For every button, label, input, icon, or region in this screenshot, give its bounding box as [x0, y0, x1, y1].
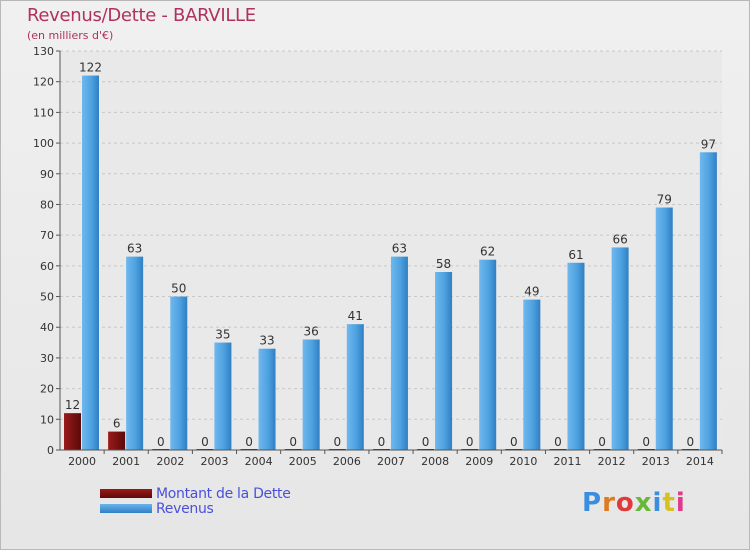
bar-debt [108, 431, 126, 450]
y-tick-label: 0 [47, 444, 54, 457]
data-label-debt: 0 [157, 435, 165, 449]
logo-letter: o [615, 488, 635, 518]
data-label-debt: 6 [113, 417, 121, 431]
y-tick-label: 110 [33, 106, 54, 119]
data-label-revenue: 79 [657, 193, 672, 207]
y-tick-label: 130 [33, 45, 54, 58]
data-label-debt: 0 [201, 435, 209, 449]
y-tick-label: 40 [40, 321, 54, 334]
bar-revenue [170, 296, 188, 450]
data-label-revenue: 66 [612, 232, 627, 246]
logo-letter: r [602, 488, 616, 518]
x-tick-label: 2011 [554, 455, 582, 468]
legend-item-debt: Montant de la Dette [100, 485, 291, 502]
data-label-revenue: 35 [215, 328, 230, 342]
bar-revenue [258, 348, 276, 450]
chart-legend: Montant de la Dette Revenus [100, 485, 291, 517]
bar-debt [64, 413, 81, 450]
y-tick-label: 70 [40, 229, 54, 242]
data-label-debt: 0 [687, 435, 695, 449]
bar-revenue [699, 152, 717, 451]
x-tick-label: 2002 [156, 455, 184, 468]
x-tick-label: 2005 [289, 455, 317, 468]
data-label-debt: 0 [378, 435, 386, 449]
bar-revenue [82, 75, 99, 451]
x-tick-label: 2012 [598, 455, 626, 468]
data-label-revenue: 122 [79, 61, 102, 75]
data-label-debt: 0 [422, 435, 430, 449]
data-label-debt: 0 [598, 435, 606, 449]
bar-revenue [435, 271, 453, 450]
bar-revenue [523, 299, 541, 450]
legend-swatch-debt [100, 489, 152, 498]
data-label-revenue: 36 [304, 325, 319, 339]
chart-title: Revenus/Dette - BARVILLE [27, 5, 256, 26]
chart-subtitle: (en milliers d'€) [27, 29, 114, 42]
x-tick-label: 2010 [509, 455, 537, 468]
y-tick-label: 100 [33, 137, 54, 150]
legend-item-revenue: Revenus [100, 500, 291, 517]
legend-label-debt: Montant de la Dette [156, 485, 291, 502]
bar-revenue [479, 259, 497, 450]
x-tick-label: 2001 [112, 455, 140, 468]
data-label-revenue: 50 [171, 282, 186, 296]
data-label-debt: 0 [466, 435, 474, 449]
y-tick-label: 120 [33, 76, 54, 89]
data-label-revenue: 49 [524, 285, 539, 299]
y-tick-label: 60 [40, 260, 54, 273]
y-tick-label: 80 [40, 198, 54, 211]
y-tick-label: 10 [40, 413, 54, 426]
data-label-debt: 12 [65, 398, 80, 412]
data-label-debt: 0 [289, 435, 297, 449]
bar-revenue [346, 324, 364, 450]
data-label-revenue: 97 [701, 137, 716, 151]
bar-revenue [214, 342, 232, 450]
bar-revenue [302, 339, 320, 450]
logo-letter: x [634, 488, 653, 518]
data-label-debt: 0 [642, 435, 650, 449]
y-tick-label: 90 [40, 168, 54, 181]
x-tick-label: 2014 [686, 455, 714, 468]
bar-revenue [567, 262, 585, 450]
y-tick-label: 50 [40, 291, 54, 304]
data-label-revenue: 58 [436, 257, 451, 271]
logo-letter: i [652, 488, 663, 518]
data-label-revenue: 41 [348, 309, 363, 323]
data-label-debt: 0 [245, 435, 253, 449]
logo-letter: t [662, 488, 676, 518]
bar-revenue [611, 247, 629, 450]
legend-label-revenue: Revenus [156, 500, 214, 517]
data-label-revenue: 62 [480, 245, 495, 259]
data-label-revenue: 63 [127, 242, 142, 256]
data-label-revenue: 63 [392, 242, 407, 256]
bar-revenue [390, 256, 408, 450]
x-tick-label: 2013 [642, 455, 670, 468]
proxiti-logo: Proxiti [582, 488, 686, 518]
y-tick-label: 20 [40, 383, 54, 396]
legend-swatch-revenue [100, 504, 152, 513]
x-tick-label: 2004 [245, 455, 273, 468]
data-label-revenue: 61 [568, 248, 583, 262]
data-label-revenue: 33 [259, 334, 274, 348]
x-tick-label: 2003 [200, 455, 228, 468]
logo-letter: P [582, 488, 603, 518]
x-tick-label: 2006 [333, 455, 361, 468]
x-tick-label: 2008 [421, 455, 449, 468]
x-tick-label: 2007 [377, 455, 405, 468]
bar-revenue [126, 256, 144, 450]
bar-revenue [655, 207, 673, 450]
x-tick-label: 2000 [68, 455, 96, 468]
data-label-debt: 0 [510, 435, 518, 449]
y-tick-label: 30 [40, 352, 54, 365]
data-label-debt: 0 [333, 435, 341, 449]
x-tick-label: 2009 [465, 455, 493, 468]
data-label-debt: 0 [554, 435, 562, 449]
logo-letter: i [675, 488, 686, 518]
